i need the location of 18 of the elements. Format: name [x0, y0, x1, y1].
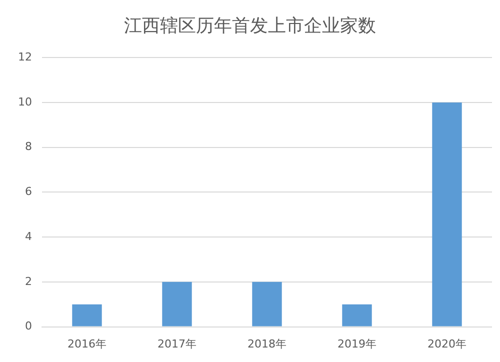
y-tick-label: 12 — [18, 50, 32, 64]
x-tick-label: 2019年 — [338, 337, 376, 350]
y-tick-label: 0 — [24, 320, 32, 333]
bar — [72, 304, 102, 326]
y-tick-label: 4 — [24, 230, 32, 243]
x-tick-label: 2016年 — [67, 337, 106, 350]
x-tick-label: 2017年 — [158, 337, 196, 350]
bar — [252, 282, 282, 326]
y-tick-label: 10 — [18, 95, 32, 108]
chart-title: 江西辖区历年首发上市企业家数 — [124, 15, 376, 36]
bar — [342, 304, 372, 326]
x-tick-label: 2020年 — [428, 337, 466, 350]
bar — [162, 282, 192, 326]
bar — [432, 102, 462, 326]
y-tick-label: 8 — [24, 140, 32, 154]
y-tick-label: 2 — [24, 274, 32, 288]
y-tick-label: 6 — [24, 185, 32, 198]
x-tick-label: 2018年 — [248, 337, 286, 350]
